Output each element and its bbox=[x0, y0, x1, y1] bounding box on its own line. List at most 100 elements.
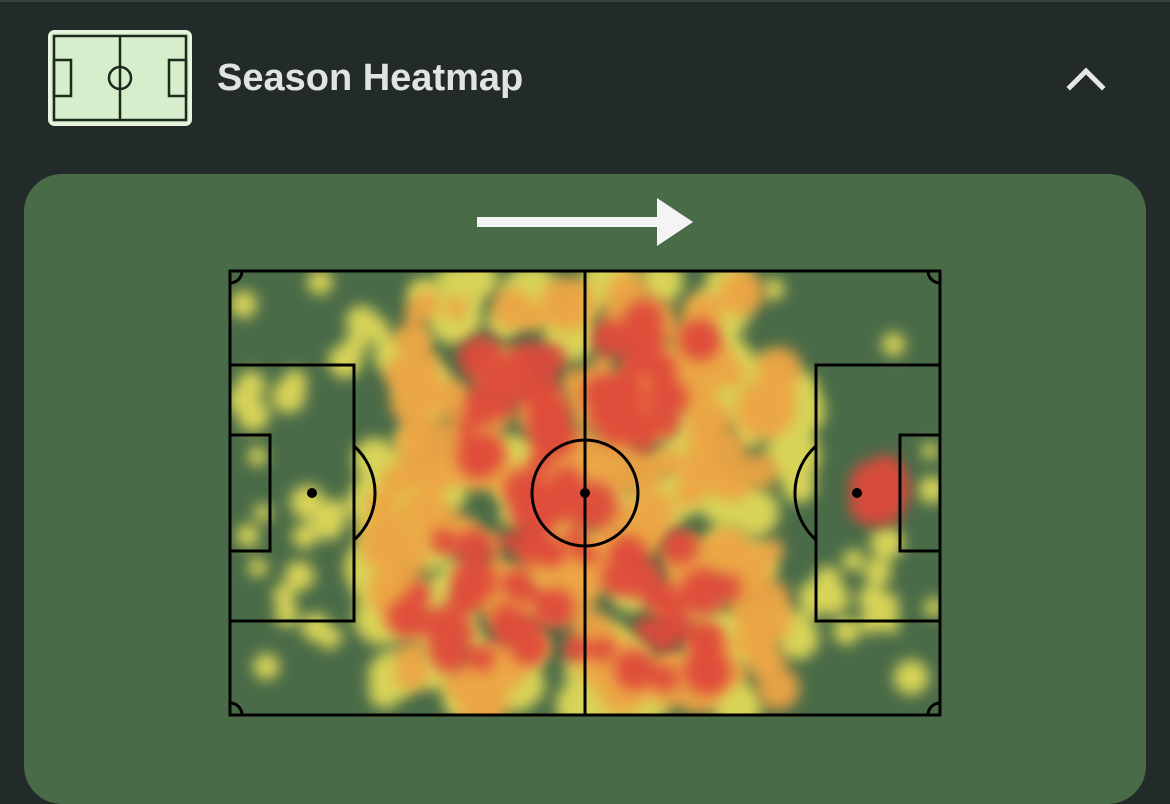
heat-blob bbox=[625, 562, 649, 586]
heat-blob bbox=[345, 305, 379, 339]
heat-blob bbox=[679, 319, 721, 361]
heat-blob bbox=[236, 524, 260, 548]
heat-blob bbox=[387, 596, 430, 639]
section-title: Season Heatmap bbox=[217, 57, 524, 99]
heat-blob bbox=[253, 503, 272, 523]
heat-blob bbox=[634, 490, 676, 532]
heat-blob bbox=[761, 538, 784, 562]
heat-blob bbox=[713, 573, 742, 602]
heat-blob bbox=[272, 584, 295, 607]
heat-blob bbox=[326, 627, 343, 645]
heat-blob bbox=[833, 618, 860, 645]
heat-blob bbox=[457, 436, 501, 480]
heat-blob bbox=[451, 558, 497, 604]
heat-blob bbox=[587, 409, 606, 429]
heat-blob bbox=[590, 636, 616, 662]
heat-blob bbox=[491, 288, 534, 330]
heat-blob bbox=[474, 360, 523, 409]
heat-blob bbox=[292, 523, 317, 549]
heat-blob bbox=[230, 290, 258, 319]
heat-blob bbox=[642, 351, 677, 386]
heat-blob bbox=[516, 580, 541, 605]
heat-blob bbox=[521, 523, 541, 544]
heat-blob bbox=[562, 635, 590, 663]
heat-blob bbox=[622, 660, 647, 686]
heat-blob bbox=[869, 525, 904, 560]
heat-blob bbox=[394, 321, 432, 359]
heat-blob bbox=[923, 597, 940, 618]
heat-blob bbox=[623, 300, 664, 340]
heat-blob bbox=[381, 464, 414, 497]
heat-blob bbox=[864, 558, 892, 586]
heat-blob bbox=[512, 271, 535, 293]
heat-blob bbox=[431, 528, 458, 556]
heat-blob bbox=[748, 644, 786, 682]
heat-blob bbox=[651, 665, 679, 692]
heat-blob bbox=[247, 446, 268, 467]
heat-band bbox=[387, 300, 911, 695]
heat-blob bbox=[762, 278, 785, 301]
heat-blob bbox=[517, 623, 537, 644]
heat-blob bbox=[368, 675, 402, 709]
heat-blob bbox=[695, 428, 747, 480]
direction-arrow bbox=[477, 198, 693, 246]
top-border bbox=[0, 0, 1170, 2]
heat-blob bbox=[523, 481, 544, 502]
heat-blob bbox=[236, 398, 270, 432]
heat-blob bbox=[455, 529, 493, 568]
heat-blob bbox=[248, 557, 268, 577]
heat-blob bbox=[328, 344, 363, 379]
heat-blob bbox=[551, 465, 583, 497]
heat-blob bbox=[615, 407, 656, 447]
collapse-button[interactable] bbox=[1062, 60, 1110, 96]
heat-blob bbox=[645, 377, 689, 422]
heat-blob bbox=[468, 645, 495, 672]
heat-blob bbox=[535, 536, 567, 568]
heat-blob bbox=[763, 427, 821, 484]
heat-blob bbox=[539, 276, 595, 332]
heat-blob bbox=[881, 332, 906, 357]
heat-blob bbox=[394, 656, 429, 691]
heat-blob bbox=[675, 478, 704, 508]
heat-blob bbox=[607, 405, 625, 423]
heat-blob bbox=[748, 578, 791, 621]
heat-blob bbox=[528, 412, 576, 460]
heat-layer bbox=[230, 271, 940, 715]
heat-blob bbox=[661, 528, 698, 565]
heat-blob bbox=[683, 646, 732, 695]
heat-blob bbox=[699, 539, 721, 560]
heat-blob bbox=[842, 549, 865, 572]
heat-blob bbox=[559, 561, 584, 586]
heat-blob bbox=[868, 591, 900, 623]
pitch-lines bbox=[228, 269, 942, 717]
heat-blob bbox=[688, 628, 716, 656]
heat-blob bbox=[719, 271, 765, 316]
heat-blob bbox=[422, 605, 465, 648]
heat-blob bbox=[729, 487, 780, 538]
heat-blob bbox=[918, 476, 940, 504]
heat-blob bbox=[307, 271, 333, 295]
heat-blob bbox=[253, 653, 280, 680]
heat-blob bbox=[400, 444, 429, 473]
heat-blob bbox=[679, 568, 727, 617]
heatmap-canvas bbox=[228, 198, 942, 717]
heat-blob bbox=[660, 602, 688, 629]
heat-blob bbox=[360, 515, 417, 573]
pitch-icon bbox=[48, 30, 192, 126]
heat-blob bbox=[815, 583, 833, 601]
heat-blob bbox=[583, 374, 622, 413]
heat-blob bbox=[499, 531, 521, 553]
heat-blob bbox=[445, 297, 468, 320]
heat-blob bbox=[284, 560, 315, 591]
heat-blob bbox=[433, 379, 474, 420]
heat-blob bbox=[390, 363, 445, 417]
heat-blob bbox=[311, 506, 345, 540]
heat-blob bbox=[893, 659, 929, 695]
heat-blob bbox=[271, 379, 306, 414]
heat-blob bbox=[404, 302, 428, 325]
heat-blob bbox=[741, 553, 773, 584]
heat-blob bbox=[580, 546, 599, 565]
heat-blob bbox=[290, 484, 325, 520]
heat-blob bbox=[591, 319, 630, 357]
